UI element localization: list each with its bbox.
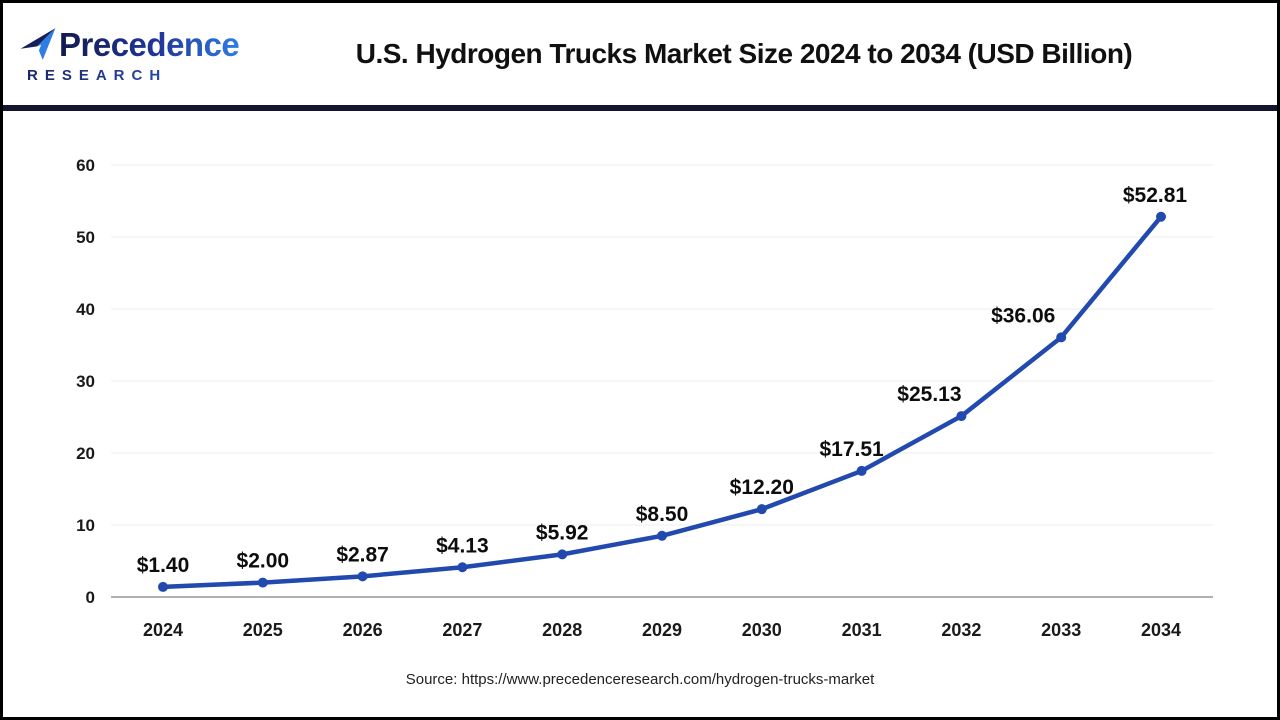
market-size-chart: 0 10 20 30 40 50 60 $1.40 2024 $2.00 2025 $2.87 2026… [3,111,1277,667]
logo-wordmark: Precedence [59,25,240,63]
x-tick-label: 2033 [1041,620,1081,640]
data-point [257,577,268,588]
page-title: U.S. Hydrogen Trucks Market Size 2024 to… [355,38,1133,69]
y-tick-label: 40 [76,300,95,319]
data-point-label: $12.20 [730,476,794,499]
x-tick-label: 2025 [243,620,283,640]
header-divider [3,105,1277,111]
data-point [856,465,867,476]
x-tick-label: 2024 [143,620,183,640]
data-point-label: $17.51 [819,438,884,461]
precedence-logo: Precedence RESEARCH [3,25,241,83]
x-tick-label: 2030 [742,620,782,640]
y-tick-label: 60 [76,156,95,175]
y-tick-label: 50 [76,228,95,247]
data-point [158,581,168,592]
data-point [657,530,667,541]
data-point-label: $36.06 [991,304,1055,327]
x-tick-label: 2029 [642,620,682,640]
data-point [956,411,967,422]
x-tick-label: 2026 [343,620,383,640]
line-chart-canvas: 0102030405060$1.402024$2.002025$2.872026… [76,156,1213,640]
y-tick-label: 10 [76,516,95,535]
data-point-label: $4.13 [436,534,489,557]
x-tick-label: 2034 [1141,620,1181,640]
x-tick-label: 2028 [542,620,582,640]
data-point [457,562,468,573]
precedence-logo-icon [20,28,56,60]
x-tick-label: 2032 [941,620,981,640]
y-tick-label: 30 [76,372,95,391]
header: Precedence RESEARCH U.S. Hydrogen Trucks… [3,3,1277,105]
data-point-label: $8.50 [636,503,689,526]
x-tick-label: 2031 [842,620,882,640]
data-point-label: $52.81 [1123,184,1188,207]
data-point-label: $2.87 [336,543,389,566]
y-tick-label: 20 [76,444,95,463]
x-tick-label: 2027 [442,620,482,640]
logo-subtext: RESEARCH [19,68,241,83]
data-point-label: $1.40 [137,554,190,577]
data-point-label: $2.00 [237,550,290,573]
data-point [756,504,767,515]
source-attribution: Source: https://www.precedenceresearch.c… [405,671,875,688]
data-point [1156,211,1166,222]
data-point-label: $25.13 [897,383,961,406]
data-point [1056,332,1067,343]
y-tick-label: 0 [86,588,95,607]
data-point-label: $5.92 [536,521,589,544]
data-point [557,549,568,560]
data-point [357,571,368,582]
